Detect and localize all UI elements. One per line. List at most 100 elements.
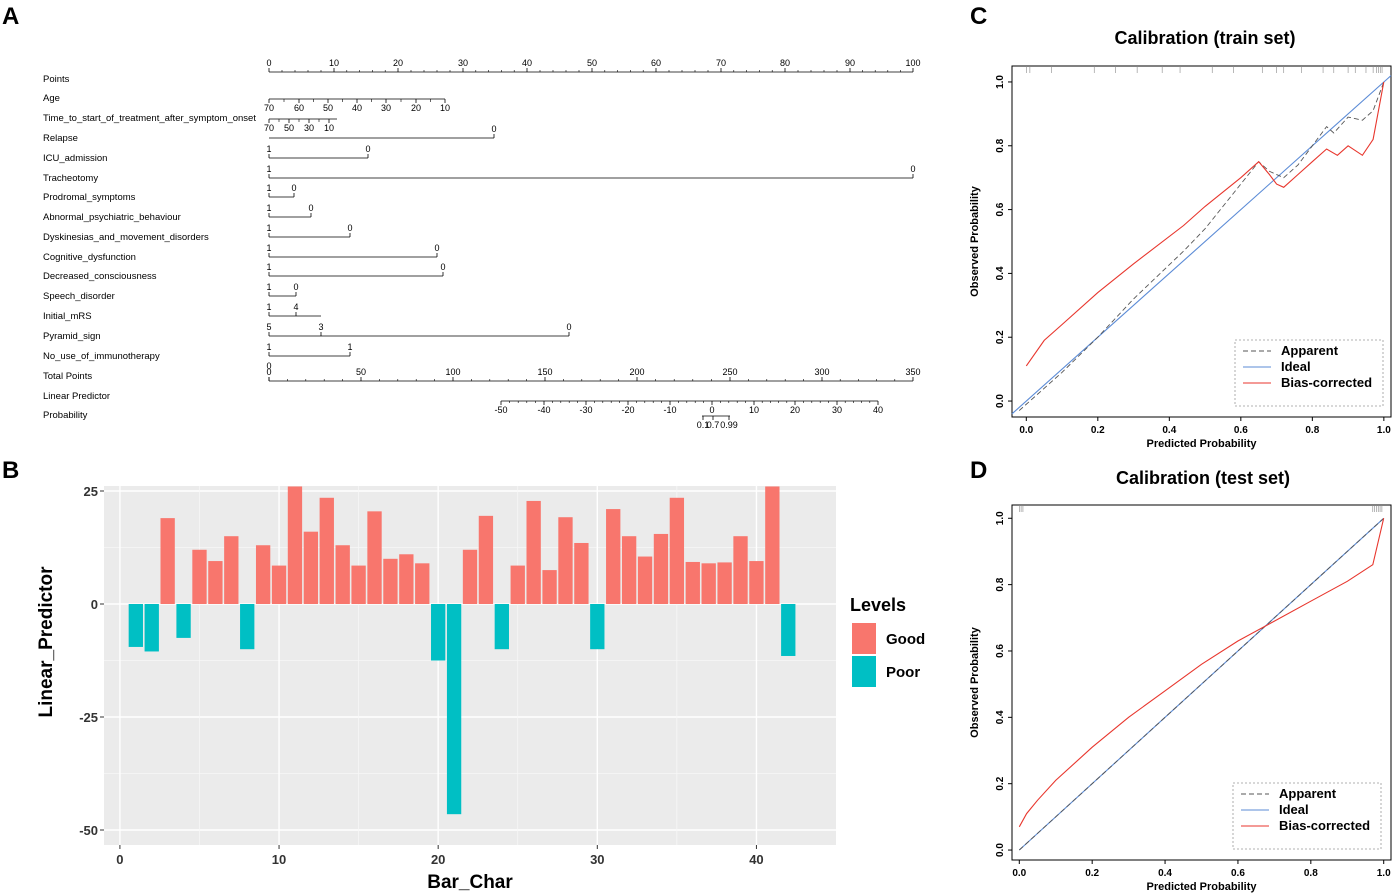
y-tick-label: 0.0 xyxy=(995,843,1006,857)
y-axis-title: Observed Probability xyxy=(969,626,981,738)
nomogram-tick-label: 1 xyxy=(266,243,271,253)
nomogram-tick-label: 40 xyxy=(352,103,362,113)
nomogram-tick-label: 1 xyxy=(266,203,271,213)
nomogram-tick-label: 0.1 xyxy=(697,420,710,430)
x-tick-label: 1.0 xyxy=(1377,425,1391,436)
bar xyxy=(415,563,430,604)
x-tick-label: 10 xyxy=(272,852,286,867)
bar xyxy=(478,515,494,604)
nomogram-tick-label: -40 xyxy=(537,405,550,415)
legend-label: Ideal xyxy=(1279,802,1309,817)
legend-label-poor: Poor xyxy=(886,664,920,681)
bar xyxy=(574,542,589,604)
nomogram-tick-label: 1 xyxy=(266,342,271,352)
nomogram-tick-label: 1 xyxy=(347,342,352,352)
nomogram-tick-label: 70 xyxy=(264,123,274,133)
x-tick-label: 1.0 xyxy=(1377,868,1391,879)
bar xyxy=(717,562,732,604)
y-axis-title: Observed Probability xyxy=(969,185,981,297)
bar xyxy=(653,533,669,604)
y-tick-label: -50 xyxy=(79,823,98,838)
legend-title: Levels xyxy=(850,595,906,615)
nomogram-tick-label: 4 xyxy=(293,302,298,312)
bar-chart-panel: 25 0 -25 -50 0 10 20 30 40 Bar_Char Linear_Predict… xyxy=(36,484,925,893)
nomogram-row-label: ICU_admission xyxy=(43,153,107,164)
nomogram-tick-label: 20 xyxy=(790,405,800,415)
nomogram-tick-label: 3 xyxy=(318,322,323,332)
panel-letter-d: D xyxy=(970,457,987,484)
y-tick-label: -25 xyxy=(79,710,98,725)
nomogram-tick-label: 100 xyxy=(445,367,460,377)
nomogram-tick-label: 0 xyxy=(365,144,370,154)
nomogram-tick-label: 0 xyxy=(491,124,496,134)
nomogram-row-label: Linear Predictor xyxy=(43,391,110,402)
bar xyxy=(160,518,175,604)
nomogram-row-label: Decreased_consciousness xyxy=(43,271,157,282)
bar xyxy=(271,565,287,604)
bar xyxy=(208,561,223,604)
bar xyxy=(255,545,271,604)
nomogram-tick-label: 40 xyxy=(873,405,883,415)
nomogram-row-label: Total Points xyxy=(43,371,92,382)
nomogram-row-label: Time_to_start_of_treatment_after_symptom… xyxy=(43,113,256,124)
nomogram-row-label: Speech_disorder xyxy=(43,291,115,302)
y-tick-label: 0.8 xyxy=(995,577,1006,591)
x-tick-label: 0 xyxy=(116,852,123,867)
chart-title: Calibration (test set) xyxy=(1116,468,1290,488)
nomogram-tick-label: 40 xyxy=(522,58,532,68)
x-tick-label: 0.0 xyxy=(1019,425,1033,436)
bar xyxy=(367,511,382,604)
nomogram-tick-label: 80 xyxy=(780,58,790,68)
series-line-apparent xyxy=(1018,517,1385,851)
x-axis-title: Predicted Probability xyxy=(1146,881,1257,893)
bar xyxy=(399,554,414,604)
nomogram-tick-label: 10 xyxy=(749,405,759,415)
y-tick-label: 0.0 xyxy=(995,394,1006,408)
x-axis-title: Predicted Probability xyxy=(1146,438,1257,450)
bar xyxy=(144,604,159,652)
plot-background xyxy=(104,486,836,845)
bar xyxy=(749,561,764,604)
panel-letter-a: A xyxy=(2,3,19,30)
nomogram-tick-label: 0 xyxy=(566,322,571,332)
nomogram-tick-label: 50 xyxy=(356,367,366,377)
nomogram-tick-label: 1 xyxy=(266,302,271,312)
nomogram-tick-label: 5 xyxy=(266,322,271,332)
y-tick-label: 0.6 xyxy=(995,202,1006,216)
nomogram-tick-label: 0.7 xyxy=(707,420,720,430)
x-tick-label: 0.2 xyxy=(1085,868,1099,879)
nomogram-tick-label: 1 xyxy=(266,282,271,292)
nomogram-row-label: Probability xyxy=(43,410,88,421)
nomogram-row-label: No_use_of_immunotherapy xyxy=(43,351,160,362)
nomogram-row-label: Age xyxy=(43,93,60,104)
nomogram-tick-label: 1 xyxy=(266,262,271,272)
nomogram-tick-label: 1 xyxy=(266,144,271,154)
bar xyxy=(287,486,303,604)
bar xyxy=(621,536,637,604)
bar xyxy=(781,604,796,656)
bar xyxy=(240,604,255,650)
nomogram-row-label: Pyramid_sign xyxy=(43,331,101,342)
y-tick-label: 0.2 xyxy=(995,330,1006,344)
nomogram-tick-label: 10 xyxy=(329,58,339,68)
bar xyxy=(494,604,509,650)
legend-label-good: Good xyxy=(886,631,925,648)
calibration-train-panel: Calibration (train set) 0.0 0.2 0.4 0.6 0.8 1.… xyxy=(969,28,1392,450)
legend-swatch-good xyxy=(852,623,876,654)
nomogram-tick-label: 1 xyxy=(266,164,271,174)
x-tick-label: 0.4 xyxy=(1162,425,1176,436)
nomogram-tick-label: 300 xyxy=(814,367,829,377)
series-line-apparent xyxy=(1018,81,1385,411)
x-tick-label: 0.6 xyxy=(1234,425,1248,436)
bar xyxy=(733,536,748,604)
x-tick-label: 0.0 xyxy=(1012,868,1026,879)
nomogram-tick-label: 20 xyxy=(393,58,403,68)
y-tick-label: 0.6 xyxy=(995,644,1006,658)
nomogram-tick-label: -30 xyxy=(579,405,592,415)
nomogram-tick-label: 70 xyxy=(264,103,274,113)
bar xyxy=(351,565,366,604)
series-line-bias-corrected xyxy=(1025,81,1385,367)
bar xyxy=(685,561,700,604)
bar xyxy=(335,545,350,604)
